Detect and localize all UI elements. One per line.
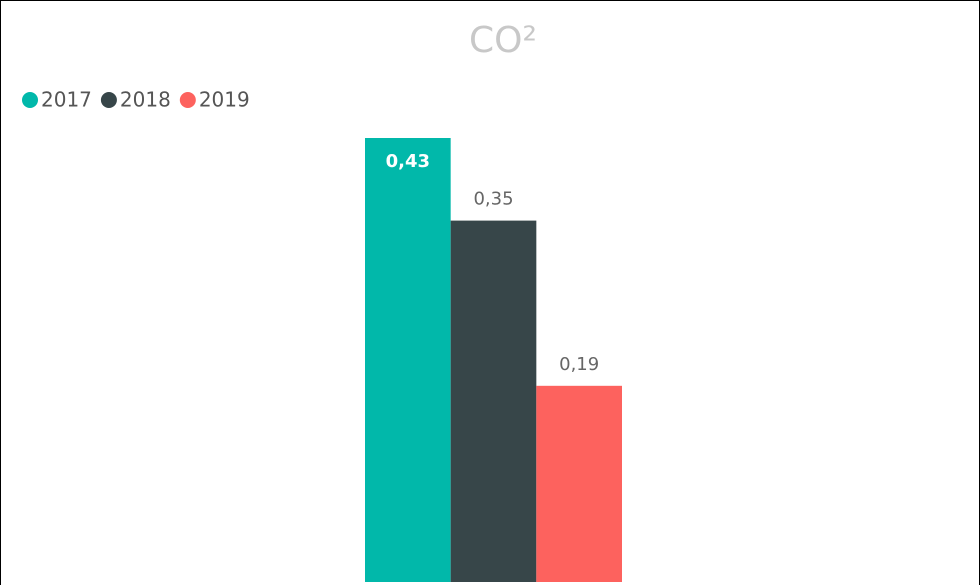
chart-title: CO² [469,20,537,61]
bar [450,220,537,582]
data-label: 0,35 [473,189,513,210]
bar [536,385,622,582]
legend-marker [100,92,117,108]
data-label: 0,43 [386,151,430,172]
legend-marker [22,92,38,108]
legend-label: 2017 [41,88,92,112]
legend-label: 2019 [199,88,250,112]
bar [365,138,451,582]
legend-marker [179,92,196,108]
legend-label: 2018 [120,88,171,112]
data-label: 0,19 [559,354,599,375]
